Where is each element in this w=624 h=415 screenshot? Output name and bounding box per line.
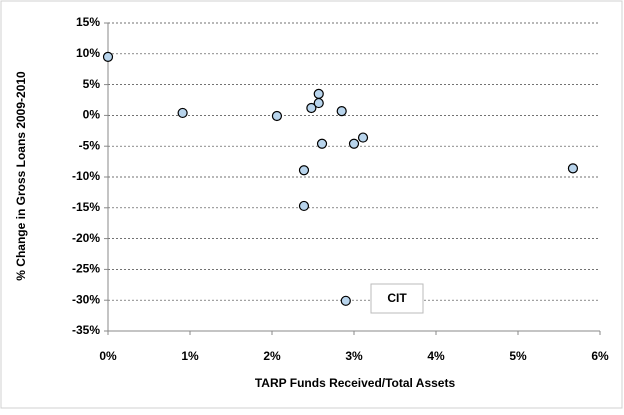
point [313, 97, 324, 109]
point [340, 295, 351, 306]
x-tick-label: 4% [427, 349, 445, 363]
y-tick-label: -5% [79, 138, 101, 152]
y-tick-label: -15% [72, 200, 100, 214]
y-axis-title: % Change in Gross Loans 2009-2010 [14, 71, 28, 281]
y-tick-label: -30% [72, 292, 100, 306]
point [313, 88, 324, 99]
point [102, 51, 114, 62]
x-tick-label: 2% [263, 349, 281, 363]
y-tick-label: -25% [72, 262, 100, 276]
y-tick-label: -10% [72, 169, 100, 183]
x-tick-label: 1% [181, 349, 199, 363]
point [348, 138, 360, 149]
y-tick-label: 10% [76, 46, 100, 60]
y-tick-label: 15% [76, 15, 100, 29]
point [298, 200, 310, 212]
point [316, 138, 328, 149]
x-tick-label: 0% [99, 349, 117, 363]
x-tick-label: 6% [591, 349, 609, 363]
point [298, 165, 310, 176]
x-tick-label: 3% [345, 349, 363, 363]
point [271, 110, 283, 122]
point [177, 107, 188, 119]
point [567, 163, 579, 174]
x-axis-title: TARP Funds Received/Total Assets [255, 376, 456, 390]
point [357, 132, 369, 143]
y-tick-label: 5% [83, 77, 101, 91]
y-tick-label: 0% [83, 108, 101, 122]
point [306, 102, 317, 114]
point [336, 105, 347, 117]
y-tick-label: -20% [72, 231, 100, 245]
annotation: CIT [387, 291, 407, 305]
annotation-box [370, 283, 424, 314]
x-tick-label: 5% [509, 349, 527, 363]
y-tick-label: -35% [72, 323, 100, 337]
